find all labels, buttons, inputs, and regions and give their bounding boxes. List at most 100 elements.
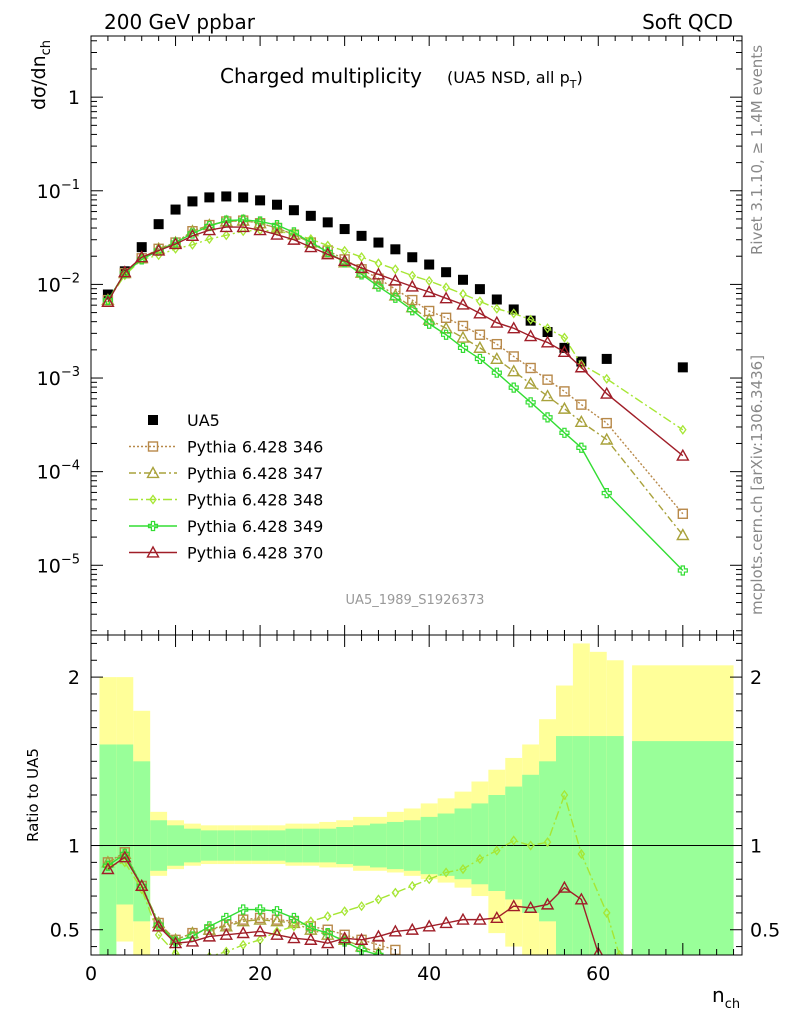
data-point-pythia-6-428-348 xyxy=(543,323,552,334)
band-inner xyxy=(437,813,455,876)
series-pythia-6-428-348 xyxy=(104,225,687,435)
band-inner xyxy=(522,774,540,913)
ratio-point-pythia-6-428-348 xyxy=(425,874,433,885)
ratio-point-pythia-6-428-349 xyxy=(204,921,215,932)
data-point-ua5 xyxy=(153,219,164,230)
data-point-pythia-6-428-349 xyxy=(373,281,384,292)
data-point-pythia-6-428-370 xyxy=(135,250,149,263)
ratio-y-axis-label: Ratio to UA5 xyxy=(24,748,42,842)
data-point-pythia-6-428-347 xyxy=(600,432,614,445)
data-point-ua5 xyxy=(390,244,401,255)
series-line-pythia-6-428-370 xyxy=(107,226,684,457)
data-point-pythia-6-428-347 xyxy=(439,321,453,334)
ratio-point-pythia-6-428-370 xyxy=(287,931,301,944)
legend-label-pythia-6-428-346: Pythia 6.428 346 xyxy=(187,438,323,457)
legend-item-pythia-6-428-348: Pythia 6.428 348 xyxy=(129,491,323,510)
ratio-point-pythia-6-428-348 xyxy=(171,948,180,955)
data-point-pythia-6-428-348 xyxy=(188,239,197,250)
series-line-pythia-6-428-348 xyxy=(107,229,684,431)
legend-marker-ua5 xyxy=(148,415,158,425)
data-point-ua5 xyxy=(474,284,485,295)
data-point-pythia-6-428-346 xyxy=(491,338,503,350)
ratio-point-pythia-6-428-349 xyxy=(305,922,316,934)
ratio-point-pythia-6-428-370 xyxy=(557,880,572,893)
data-point-pythia-6-428-346 xyxy=(542,374,553,385)
ratio-series-group xyxy=(101,789,624,955)
ratio-line-pythia-6-428-347 xyxy=(107,853,379,954)
data-point-ua5 xyxy=(170,204,181,215)
legend-label-pythia-6-428-370: Pythia 6.428 370 xyxy=(187,544,323,563)
band-inner xyxy=(99,744,117,955)
ratio-point-pythia-6-428-370 xyxy=(185,934,200,947)
legend-label-pythia-6-428-347: Pythia 6.428 347 xyxy=(187,464,323,483)
ratio-point-pythia-6-428-348 xyxy=(602,907,611,918)
data-point-pythia-6-428-347 xyxy=(371,277,386,290)
ratio-y-tick-label: 1 xyxy=(68,836,80,858)
data-point-ua5 xyxy=(407,252,418,263)
ratio-point-pythia-6-428-370 xyxy=(270,927,284,940)
ratio-point-pythia-6-428-349 xyxy=(373,949,384,955)
ratio-y-tick-label-right: 0.5 xyxy=(750,920,780,942)
data-point-ua5 xyxy=(424,259,435,270)
legend-item-ua5: UA5 xyxy=(148,411,220,430)
ratio-point-pythia-6-428-347 xyxy=(219,919,233,932)
data-point-pythia-6-428-346 xyxy=(440,312,452,323)
legend-item-pythia-6-428-347: Pythia 6.428 347 xyxy=(129,464,323,483)
ratio-point-pythia-6-428-348 xyxy=(192,954,193,955)
ratio-point-pythia-6-428-370 xyxy=(593,946,604,955)
ratio-point-pythia-6-428-370 xyxy=(574,892,589,905)
data-point-pythia-6-428-370 xyxy=(557,344,572,358)
legend-marker-pythia-6-428-347 xyxy=(146,466,160,479)
data-point-pythia-6-428-370 xyxy=(405,279,419,292)
data-point-ua5 xyxy=(288,205,299,216)
ratio-point-pythia-6-428-348 xyxy=(543,837,552,848)
ratio-point-pythia-6-428-348 xyxy=(526,840,535,851)
legend-marker-pythia-6-428-349 xyxy=(147,520,159,532)
data-point-pythia-6-428-347 xyxy=(490,351,504,365)
ratio-point-pythia-6-428-349 xyxy=(102,860,114,871)
ratio-point-pythia-6-428-370 xyxy=(337,931,352,944)
data-point-ua5 xyxy=(458,274,468,285)
ratio-y-tick-label-right: 2 xyxy=(750,667,762,689)
ratio-point-pythia-6-428-370 xyxy=(219,927,233,940)
ratio-y-tick-label: 0.5 xyxy=(50,920,80,942)
ratio-y-tick-label: 2 xyxy=(68,667,80,689)
ratio-point-pythia-6-428-349 xyxy=(356,944,367,955)
data-point-pythia-6-428-348 xyxy=(374,258,383,269)
ratio-point-pythia-6-428-348 xyxy=(442,867,450,878)
data-point-pythia-6-428-370 xyxy=(371,267,386,280)
ratio-point-pythia-6-428-348 xyxy=(408,880,417,892)
ratio-point-pythia-6-428-370 xyxy=(101,862,115,875)
data-point-pythia-6-428-370 xyxy=(439,291,453,304)
ratio-point-pythia-6-428-349 xyxy=(271,906,283,917)
data-point-pythia-6-428-370 xyxy=(354,260,369,274)
ratio-point-pythia-6-428-370 xyxy=(473,912,487,925)
ratio-point-pythia-6-428-348 xyxy=(357,901,366,912)
ratio-point-pythia-6-428-348 xyxy=(307,916,315,927)
data-point-pythia-6-428-349 xyxy=(440,329,452,340)
band-inner xyxy=(133,761,151,922)
ratio-point-pythia-6-428-346 xyxy=(339,929,350,940)
ratio-point-pythia-6-428-348 xyxy=(577,848,586,860)
ratio-point-pythia-6-428-370 xyxy=(304,932,318,945)
ratio-point-pythia-6-428-347 xyxy=(236,914,250,927)
ratio-point-pythia-6-428-370 xyxy=(371,929,386,942)
data-point-pythia-6-428-348 xyxy=(476,296,484,307)
data-point-ua5 xyxy=(272,199,282,210)
data-point-pythia-6-428-348 xyxy=(493,303,501,314)
data-point-pythia-6-428-347 xyxy=(270,221,284,234)
legend-item-pythia-6-428-370: Pythia 6.428 370 xyxy=(129,544,323,563)
x-tick-label: 60 xyxy=(586,963,610,985)
main-plot-area xyxy=(101,191,690,576)
main-y-ticks: 1 10−1 10−2 10−3 10−4 10−5 xyxy=(37,36,742,635)
ratio-point-pythia-6-428-370 xyxy=(507,899,521,912)
ratio-point-pythia-6-428-349 xyxy=(288,912,300,924)
data-point-pythia-6-428-348 xyxy=(222,230,231,241)
ratio-point-pythia-6-428-370 xyxy=(151,919,166,932)
data-point-pythia-6-428-346 xyxy=(601,417,612,429)
data-point-pythia-6-428-348 xyxy=(459,288,467,300)
ratio-axis-ticks: 0 20 40 60 0.5 0.5 1 1 2 2 xyxy=(50,635,780,985)
data-point-pythia-6-428-370 xyxy=(321,247,335,260)
ratio-point-pythia-6-428-348 xyxy=(493,845,501,856)
